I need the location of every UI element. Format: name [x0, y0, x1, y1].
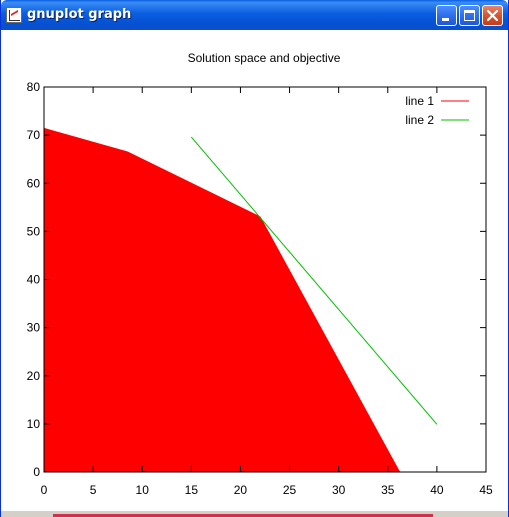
minimize-button[interactable]	[436, 5, 457, 26]
y-tick-label: 10	[27, 417, 41, 431]
x-tick-label: 10	[136, 483, 150, 497]
y-tick-label: 30	[27, 321, 41, 335]
legend-label-2: line 2	[405, 113, 434, 127]
y-tick-label: 60	[27, 176, 41, 190]
x-tick-label: 35	[381, 483, 395, 497]
close-icon	[486, 9, 499, 22]
plot-area: Solution space and objective 0 5 10 15 20 25 3…	[4, 30, 505, 510]
chart: Solution space and objective 0 5 10 15 20 25 3…	[27, 51, 493, 497]
series-line-2	[190, 136, 438, 425]
maximize-icon	[464, 10, 475, 21]
window-title: gnuplot graph	[27, 7, 132, 22]
y-tick-label: 50	[27, 224, 41, 238]
y-tick-label: 70	[27, 128, 41, 142]
x-tick-label: 30	[332, 483, 346, 497]
x-tick-label: 25	[283, 483, 297, 497]
y-tick-label: 40	[27, 273, 41, 287]
x-tick-label: 15	[185, 483, 199, 497]
minimize-icon	[442, 18, 449, 21]
title-bar[interactable]: gnuplot graph	[1, 0, 508, 30]
x-tick-label: 5	[90, 483, 97, 497]
close-button[interactable]	[482, 5, 503, 26]
series-fill-1	[43, 127, 437, 473]
y-tick-label: 0	[33, 465, 40, 479]
x-tick-label: 45	[479, 483, 493, 497]
legend-label-1: line 1	[405, 94, 434, 108]
chart-title: Solution space and objective	[188, 51, 341, 65]
gnuplot-icon[interactable]	[6, 7, 22, 23]
y-tick-label: 20	[27, 369, 41, 383]
x-tick-label: 0	[41, 483, 48, 497]
window-bottom-border	[1, 510, 508, 517]
x-tick-label: 40	[430, 483, 444, 497]
maximize-button[interactable]	[459, 5, 480, 26]
y-tick-label: 80	[27, 80, 41, 94]
taskbar-accent	[53, 514, 433, 517]
x-tick-label: 20	[234, 483, 248, 497]
